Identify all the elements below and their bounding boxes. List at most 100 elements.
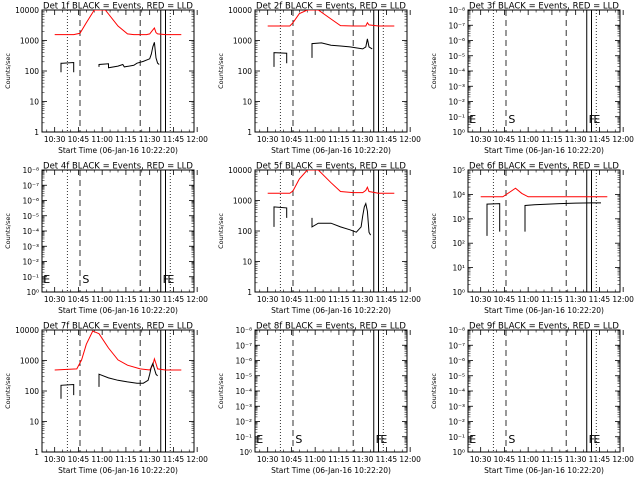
plot-frame (41, 9, 195, 133)
x-tick-label: 10:45 (494, 295, 516, 304)
events-rate-line (98, 362, 158, 387)
x-tick-label: 12:00 (186, 135, 208, 144)
segment-marker: F (589, 113, 595, 126)
x-tick-label: 10:45 (281, 135, 303, 144)
x-tick-label: 10:30 (257, 135, 279, 144)
chart-title: Det 9f BLACK = Events, RED = LLD (469, 322, 619, 332)
x-tick-label: 11:00 (517, 135, 539, 144)
segment-marker: S (508, 433, 515, 446)
y-tick-label: 10⁻⁴ (448, 387, 465, 396)
y-tick-label: 10⁻¹ (448, 433, 465, 442)
y-axis-title: Counts/sec (4, 213, 12, 249)
x-tick-label: 11:00 (91, 455, 113, 464)
events-rate-line (524, 202, 601, 232)
x-tick-label: 11:45 (163, 135, 185, 144)
y-tick-label: 10⁻⁷ (448, 21, 465, 30)
x-tick-label: 12:00 (612, 295, 634, 304)
y-tick-label: 10⁻³ (22, 242, 39, 251)
x-tick-label: 11:00 (517, 455, 539, 464)
detector-panel: Det 1f BLACK = Events, RED = LLD Counts/s… (4, 2, 208, 156)
x-axis-title: Start Time (06-Jan-16 10:22:20) (271, 466, 391, 475)
detector-panel: Det 9f BLACK = Events, RED = LLD Counts/s… (430, 322, 634, 476)
y-tick-label: 10⁻⁵ (448, 52, 465, 61)
y-tick-label: 10⁻⁷ (22, 181, 39, 190)
plot-frame (254, 9, 408, 133)
lld-rate-line (267, 10, 395, 27)
y-tick-label: 10000 (15, 6, 39, 15)
y-tick-label: 10 (29, 98, 39, 107)
y-tick-label: 1000 (233, 197, 252, 206)
segment-marker: E (593, 433, 600, 446)
x-tick-label: 10:45 (281, 455, 303, 464)
detector-panel: Det 3f BLACK = Events, RED = LLD Counts/s… (430, 2, 634, 156)
x-tick-label: 11:15 (541, 135, 563, 144)
detector-panel: Det 6f BLACK = Events, RED = LLD Counts/s… (430, 162, 634, 316)
y-tick-label: 1000 (20, 357, 39, 366)
x-tick-label: 12:00 (612, 455, 634, 464)
y-tick-label: 1 (247, 288, 252, 297)
x-tick-label: 11:45 (376, 135, 398, 144)
y-tick-label: 10⁻² (235, 418, 252, 427)
x-axis-title: Start Time (06-Jan-16 10:22:20) (271, 306, 391, 315)
x-tick-label: 10:45 (281, 295, 303, 304)
y-tick-label: 10⁻⁴ (22, 227, 39, 236)
y-tick-label: 10⁴ (452, 190, 465, 199)
y-tick-label: 10⁻⁵ (22, 212, 39, 221)
x-tick-label: 10:45 (68, 135, 90, 144)
x-tick-label: 11:15 (541, 455, 563, 464)
x-tick-label: 10:30 (470, 135, 492, 144)
y-tick-label: 10⁰ (452, 128, 465, 137)
x-tick-label: 10:30 (44, 455, 66, 464)
segment-marker: E (167, 273, 174, 286)
y-tick-label: 10 (242, 98, 252, 107)
y-tick-label: 1 (247, 128, 252, 137)
x-tick-label: 12:00 (399, 135, 421, 144)
detector-panel: Det 8f BLACK = Events, RED = LLD Counts/s… (217, 322, 421, 476)
y-tick-label: 10⁻⁷ (448, 341, 465, 350)
lld-rate-line (480, 187, 608, 198)
lld-rate-line (54, 330, 182, 371)
segment-marker: E (469, 433, 476, 446)
x-tick-label: 10:30 (470, 295, 492, 304)
y-tick-label: 10⁻⁴ (235, 387, 252, 396)
x-tick-label: 11:15 (115, 135, 137, 144)
events-rate-line (273, 52, 288, 67)
x-tick-label: 11:15 (115, 295, 137, 304)
segment-marker: E (593, 113, 600, 126)
x-tick-label: 10:45 (494, 135, 516, 144)
segment-marker: E (469, 113, 476, 126)
chart-title: Det 8f BLACK = Events, RED = LLD (256, 322, 406, 332)
x-tick-label: 11:30 (352, 295, 374, 304)
y-tick-label: 10000 (228, 166, 252, 175)
x-axis-title: Start Time (06-Jan-16 10:22:20) (484, 306, 604, 315)
x-tick-label: 11:30 (565, 455, 587, 464)
x-tick-label: 11:30 (139, 295, 161, 304)
y-tick-label: 10⁻³ (448, 82, 465, 91)
y-tick-label: 1000 (233, 37, 252, 46)
y-tick-label: 10⁻⁶ (448, 357, 465, 366)
y-tick-label: 10⁵ (452, 166, 465, 175)
y-tick-label: 10000 (228, 6, 252, 15)
events-rate-line (311, 38, 373, 58)
y-tick-label: 10⁻¹ (235, 433, 252, 442)
y-tick-label: 10⁻⁸ (448, 326, 465, 335)
x-tick-label: 11:15 (328, 295, 350, 304)
events-rate-line (60, 383, 75, 399)
x-tick-label: 11:15 (328, 455, 350, 464)
y-axis-title: Counts/sec (217, 373, 225, 409)
y-tick-label: 10¹ (452, 264, 465, 273)
x-axis-title: Start Time (06-Jan-16 10:22:20) (484, 466, 604, 475)
chart-title: Det 7f BLACK = Events, RED = LLD (43, 322, 193, 332)
events-rate-line (311, 201, 372, 236)
segment-marker: E (380, 433, 387, 446)
x-tick-label: 10:30 (257, 295, 279, 304)
plot-frame (254, 169, 408, 293)
x-tick-label: 10:30 (470, 455, 492, 464)
x-tick-label: 11:30 (565, 295, 587, 304)
y-tick-label: 10⁻⁸ (22, 166, 39, 175)
x-tick-label: 11:00 (517, 295, 539, 304)
x-tick-label: 11:00 (304, 455, 326, 464)
segment-marker: S (82, 273, 89, 286)
y-tick-label: 10⁰ (452, 448, 465, 457)
x-tick-label: 11:30 (352, 135, 374, 144)
